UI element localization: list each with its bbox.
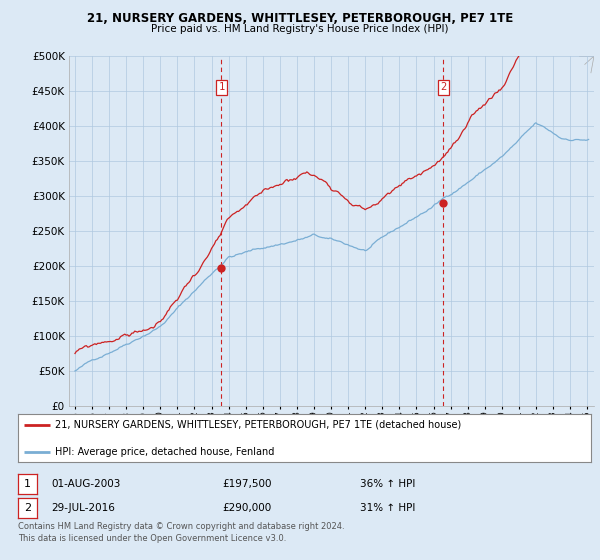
Text: 21, NURSERY GARDENS, WHITTLESEY, PETERBOROUGH, PE7 1TE: 21, NURSERY GARDENS, WHITTLESEY, PETERBO… xyxy=(87,12,513,25)
Text: £290,000: £290,000 xyxy=(222,503,271,513)
Text: 31% ↑ HPI: 31% ↑ HPI xyxy=(360,503,415,513)
Text: Contains HM Land Registry data © Crown copyright and database right 2024.
This d: Contains HM Land Registry data © Crown c… xyxy=(18,522,344,543)
Text: 21, NURSERY GARDENS, WHITTLESEY, PETERBOROUGH, PE7 1TE (detached house): 21, NURSERY GARDENS, WHITTLESEY, PETERBO… xyxy=(55,420,461,430)
Text: 36% ↑ HPI: 36% ↑ HPI xyxy=(360,479,415,489)
Text: £197,500: £197,500 xyxy=(222,479,271,489)
Text: 29-JUL-2016: 29-JUL-2016 xyxy=(51,503,115,513)
Text: Price paid vs. HM Land Registry's House Price Index (HPI): Price paid vs. HM Land Registry's House … xyxy=(151,24,449,34)
Text: 1: 1 xyxy=(218,82,224,92)
Text: HPI: Average price, detached house, Fenland: HPI: Average price, detached house, Fenl… xyxy=(55,446,275,456)
Text: 2: 2 xyxy=(440,82,446,92)
Text: 1: 1 xyxy=(24,479,31,489)
Text: 2: 2 xyxy=(24,503,31,513)
Text: 01-AUG-2003: 01-AUG-2003 xyxy=(51,479,121,489)
